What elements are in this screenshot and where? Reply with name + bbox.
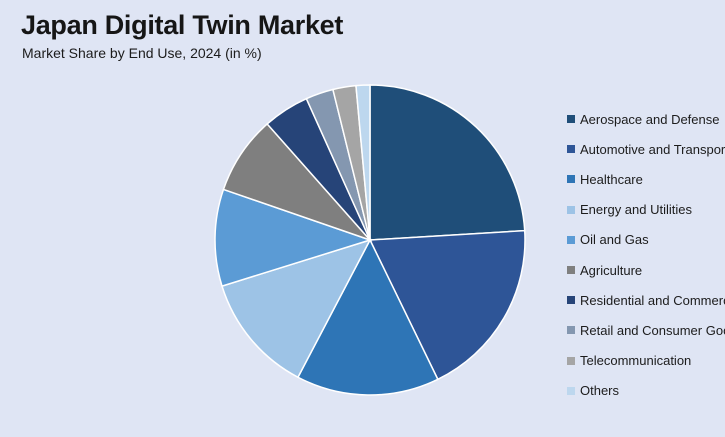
legend-item: Agriculture [567, 255, 725, 285]
legend-label: Energy and Utilities [580, 202, 692, 218]
legend-swatch [567, 115, 575, 124]
pie-slice-0 [369, 84, 526, 241]
legend-swatch [567, 386, 575, 395]
legend-swatch [567, 296, 575, 305]
pie-slice-4 [214, 188, 373, 288]
legend-label: Aerospace and Defense [580, 111, 720, 127]
legend-item: Energy and Utilities [567, 195, 725, 225]
legend-item: Residential and Commercial [567, 285, 725, 315]
legend-item: Telecommunication [567, 346, 725, 376]
legend-item: Aerospace and Defense [567, 104, 725, 134]
pie-slice-3 [221, 238, 372, 379]
legend-item: Automotive and Transportation [567, 134, 725, 164]
legend-item: Healthcare [567, 164, 725, 194]
legend-item: Others [567, 376, 725, 406]
legend-swatch [567, 175, 575, 184]
legend-item: Oil and Gas [567, 225, 725, 255]
legend-swatch [567, 266, 575, 275]
legend-swatch [567, 326, 575, 335]
legend-swatch [567, 356, 575, 365]
legend-label: Telecommunication [580, 353, 692, 369]
legend: Aerospace and Defense Automotive and Tran… [567, 104, 725, 406]
pie-slice-2 [296, 238, 439, 396]
legend-swatch [567, 235, 575, 244]
legend-label: Agriculture [580, 262, 643, 278]
legend-item: Retail and Consumer Goods [567, 315, 725, 345]
chart-title: Japan Digital Twin Market [21, 10, 344, 40]
legend-label: Healthcare [580, 171, 643, 187]
legend-label: Automotive and Transportation [580, 141, 725, 157]
legend-swatch [567, 145, 575, 154]
legend-label: Oil and Gas [580, 232, 649, 248]
chart-subtitle: Market Share by End Use, 2024 (in %) [22, 45, 262, 61]
pie-slice-1 [368, 229, 526, 381]
legend-label: Others [580, 383, 620, 399]
legend-label: Retail and Consumer Goods [580, 322, 725, 338]
legend-swatch [567, 205, 575, 214]
legend-label: Residential and Commercial [580, 292, 725, 308]
pie-slice-9 [355, 84, 371, 241]
